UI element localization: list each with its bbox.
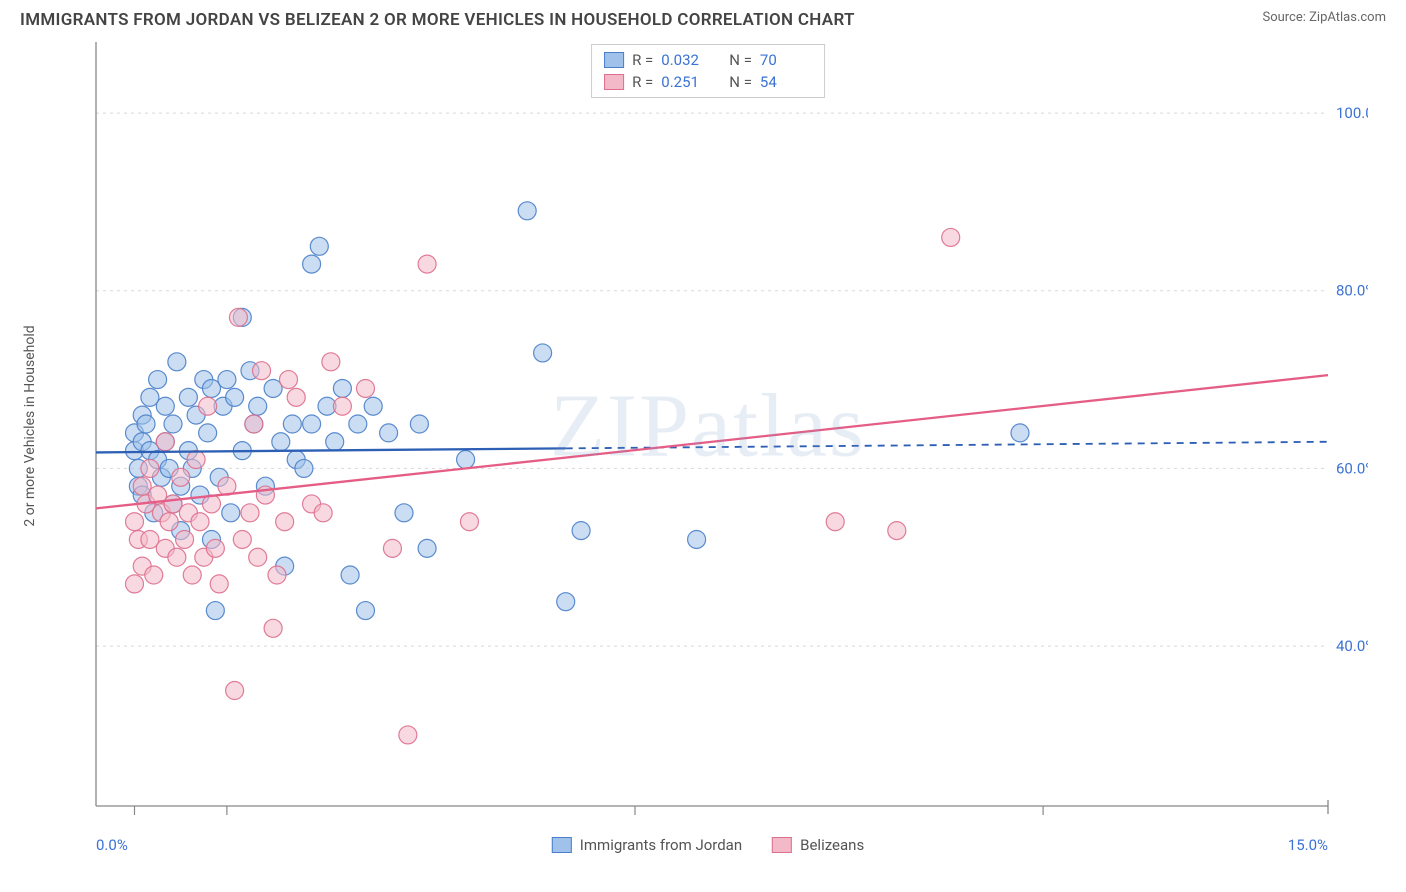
r-label: R = — [632, 73, 653, 91]
source-name: ZipAtlas.com — [1309, 10, 1386, 25]
legend-row: R = 0.251 N = 54 — [604, 71, 812, 93]
source-prefix: Source: — [1262, 10, 1309, 25]
n-label: N = — [729, 73, 752, 91]
svg-text:40.0%: 40.0% — [1336, 637, 1368, 655]
svg-text:80.0%: 80.0% — [1336, 282, 1368, 300]
correlation-legend: R = 0.032 N = 70 R = 0.251 N = 54 — [591, 44, 825, 98]
series-legend-item: Immigrants from Jordan — [552, 836, 742, 854]
chart-container: 2 or more Vehicles in Household 40.0%60.… — [48, 36, 1368, 816]
n-value: 70 — [760, 51, 812, 69]
series-legend: Immigrants from Jordan Belizeans — [552, 836, 864, 854]
scatter-chart: 40.0% 60.0% 80.0% 100.0% — [48, 36, 1368, 816]
series-legend-item: Belizeans — [772, 836, 864, 854]
y-axis-label: 2 or more Vehicles in Household — [22, 325, 38, 526]
legend-swatch — [604, 52, 624, 68]
svg-text:100.0%: 100.0% — [1336, 104, 1368, 122]
n-label: N = — [729, 51, 752, 69]
legend-row: R = 0.032 N = 70 — [604, 49, 812, 71]
legend-swatch — [604, 74, 624, 90]
n-value: 54 — [760, 73, 812, 91]
r-value: 0.032 — [661, 51, 713, 69]
svg-text:60.0%: 60.0% — [1336, 459, 1368, 477]
x-tick-max: 15.0% — [1288, 836, 1328, 854]
r-label: R = — [632, 51, 653, 69]
x-tick-min: 0.0% — [96, 836, 128, 854]
series-label: Belizeans — [800, 836, 864, 854]
legend-swatch — [772, 837, 792, 853]
source-label: Source: ZipAtlas.com — [1262, 10, 1386, 25]
series-label: Immigrants from Jordan — [580, 836, 742, 854]
legend-swatch — [552, 837, 572, 853]
chart-title: IMMIGRANTS FROM JORDAN VS BELIZEAN 2 OR … — [20, 10, 855, 30]
r-value: 0.251 — [661, 73, 713, 91]
